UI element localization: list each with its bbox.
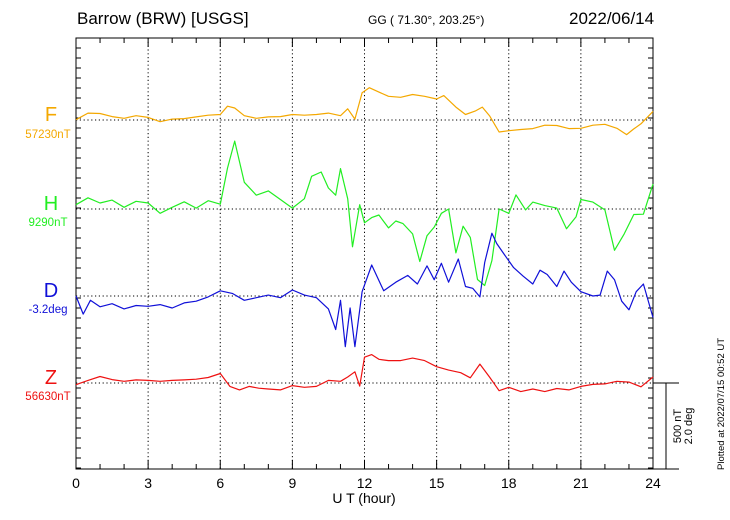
series-group: F 57230nT H 9290nT D -3.2deg Z 56630nT <box>25 87 654 403</box>
z-baseline-label: 56630nT <box>25 391 70 403</box>
scale-bar-nT-label: 500 nT <box>672 409 684 444</box>
d-baseline-label: -3.2deg <box>28 304 67 316</box>
h-series-line <box>75 140 654 287</box>
x-tick-label: 3 <box>144 475 152 491</box>
x-tick-label: 18 <box>501 475 517 491</box>
z-series-line <box>75 354 654 393</box>
x-tick-labels: 0 3 6 9 12 15 18 21 24 <box>72 475 661 491</box>
station-title: Barrow (BRW) [USGS] <box>77 9 249 28</box>
chart-date: 2022/06/14 <box>569 9 655 28</box>
x-tick-label: 9 <box>288 475 296 491</box>
plotted-timestamp: Plotted at 2022/07/15 00:52 UT <box>716 337 727 470</box>
f-component-label: F <box>45 104 57 126</box>
z-component-label: Z <box>45 367 57 389</box>
x-axis-title: U T (hour) <box>332 490 395 506</box>
x-tick-label: 15 <box>429 475 445 491</box>
x-tick-label: 24 <box>645 475 661 491</box>
f-baseline-label: 57230nT <box>25 129 70 141</box>
h-baseline-label: 9290nT <box>28 217 67 229</box>
geographic-coordinates: GG ( 71.30°, 203.25°) <box>368 13 485 27</box>
scale-bar-deg-label: 2.0 deg <box>683 408 695 445</box>
axis-ticks <box>75 37 654 469</box>
x-tick-label: 6 <box>216 475 224 491</box>
vertical-gridlines <box>147 38 582 469</box>
x-tick-label: 21 <box>573 475 589 491</box>
x-tick-label: 0 <box>72 475 80 491</box>
f-series-line <box>75 87 654 136</box>
x-tick-label: 12 <box>357 475 373 491</box>
h-component-label: H <box>44 193 58 215</box>
d-series-line <box>75 232 654 348</box>
d-component-label: D <box>44 280 58 302</box>
scale-bar: 500 nT 2.0 deg <box>653 382 695 470</box>
